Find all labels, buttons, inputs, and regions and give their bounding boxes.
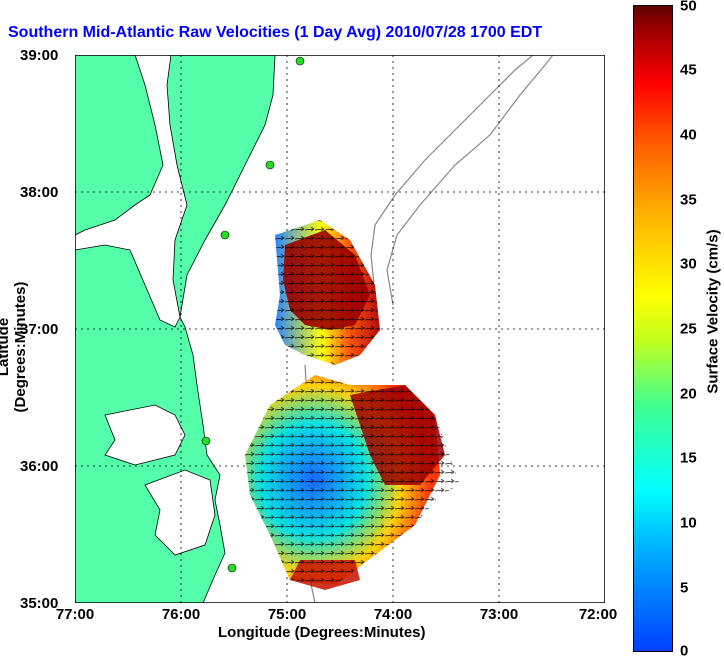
colorbar-tick: 15 <box>680 449 697 467</box>
colorbar-tick: 5 <box>680 579 689 597</box>
radar-site-marker <box>220 230 230 240</box>
y-axis-label: Latitude (Degrees:Minutes) <box>0 281 29 413</box>
radar-site-marker <box>227 563 237 573</box>
bathymetry-contour <box>386 54 554 306</box>
radar-site-marker <box>201 436 211 446</box>
lon-tick-label: 77:00 <box>55 606 95 623</box>
colorbar-tick: 20 <box>680 385 697 403</box>
map-svg <box>74 54 606 604</box>
lat-tick-label: 36:00 <box>20 458 59 475</box>
colorbar-tick: 45 <box>680 61 697 79</box>
lon-tick-label: 76:00 <box>161 606 201 623</box>
colorbar-label: Surface Velocity (cm/s) <box>704 229 722 394</box>
colorbar-tick: 25 <box>680 320 697 338</box>
lon-tick-label: 75:00 <box>267 606 307 623</box>
map-area <box>74 54 606 604</box>
lon-tick-label: 72:00 <box>578 606 618 623</box>
x-axis-label: Longitude (Degrees:Minutes) <box>218 624 426 641</box>
colorbar-tick: 50 <box>680 0 697 15</box>
sound <box>104 404 186 466</box>
lat-tick-label: 39:00 <box>20 47 59 64</box>
colorbar-tick: 30 <box>680 255 697 273</box>
lat-tick-label: 38:00 <box>20 184 59 201</box>
lat-tick-label: 35:00 <box>20 595 59 612</box>
colorbar <box>633 5 673 652</box>
colorbar-tick: 10 <box>680 514 697 532</box>
colorbar-tick: 35 <box>680 191 697 209</box>
radar-site-marker <box>295 56 305 66</box>
colorbar-tick: 40 <box>680 126 697 144</box>
velocity-vectors <box>275 220 380 365</box>
chesapeake-bay <box>74 54 188 328</box>
radar-site-marker <box>265 160 275 170</box>
pamlico-sound <box>144 469 216 556</box>
lon-tick-label: 73:00 <box>479 606 519 623</box>
lat-tick-label: 37:00 <box>20 321 59 338</box>
map-title: Southern Mid-Atlantic Raw Velocities (1 … <box>8 24 543 41</box>
lon-tick-label: 74:00 <box>373 606 413 623</box>
colorbar-tick: 0 <box>680 642 689 660</box>
velocity-vectors <box>245 375 460 585</box>
bathymetry-contour <box>370 54 534 296</box>
